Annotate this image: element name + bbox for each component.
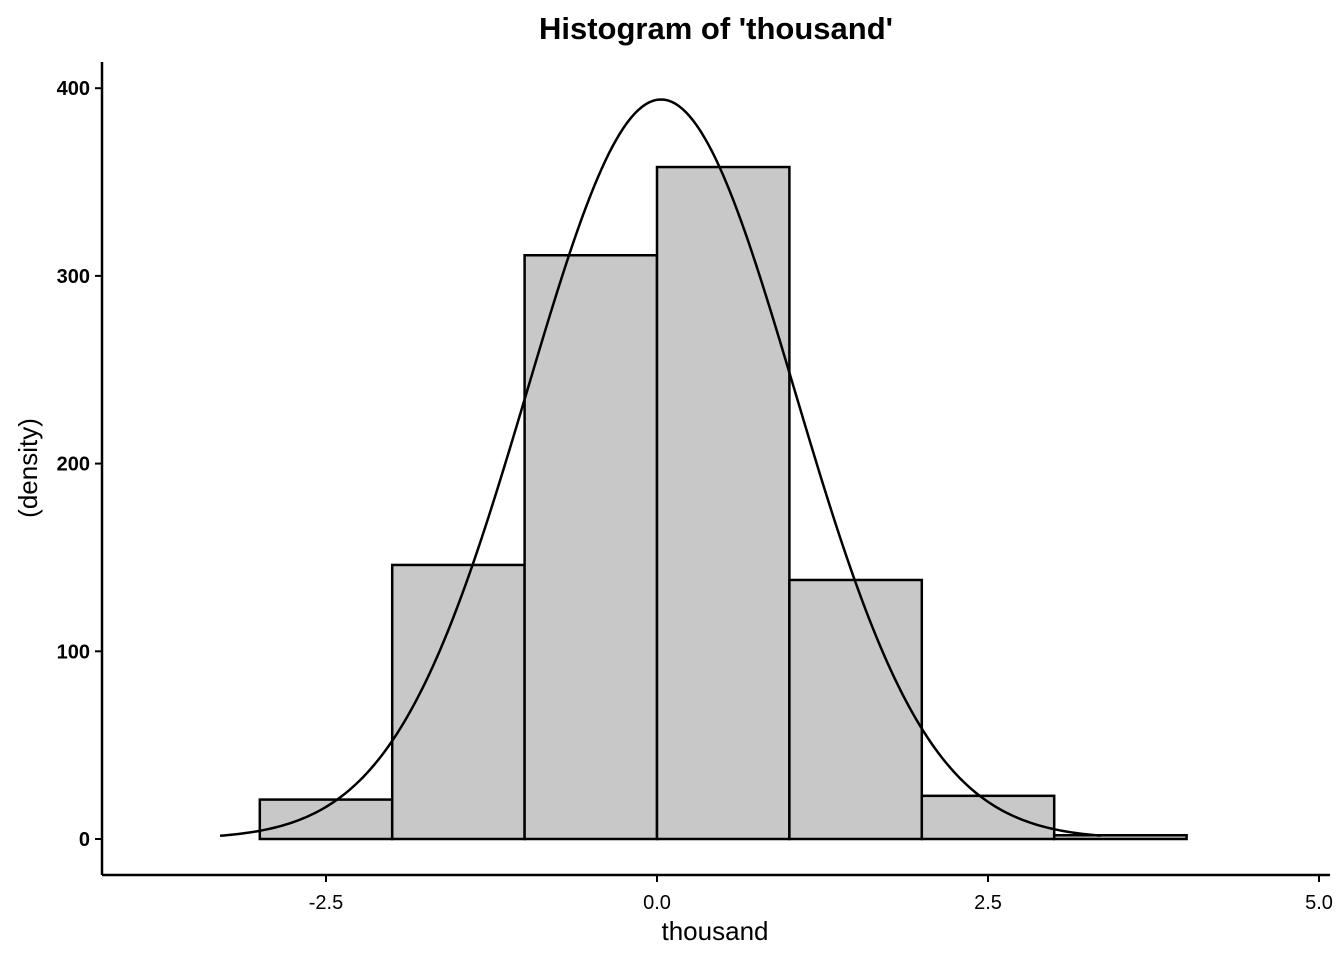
y-ticks-group: 0 100 200 300 400 <box>57 78 102 851</box>
x-axis-title: thousand <box>662 916 769 946</box>
density-curve <box>219 98 1101 838</box>
y-tick-label-2: 200 <box>57 454 90 476</box>
histogram-bar-2 <box>523 254 659 841</box>
x-tick-label-3: 5.0 <box>1305 892 1333 914</box>
x-ticks-group: -2.5 0.0 2.5 5.0 <box>309 875 1333 914</box>
y-tick-label-3: 300 <box>57 266 90 288</box>
histogram-bar-4 <box>788 578 924 841</box>
x-tick-label-0: -2.5 <box>309 892 343 914</box>
histogram-bar-6 <box>1052 833 1188 841</box>
chart-title: Histogram of 'thousand' <box>539 11 893 46</box>
y-tick-label-4: 400 <box>57 78 90 100</box>
x-tick-label-1: 0.0 <box>643 892 671 914</box>
histogram-bar-3 <box>655 165 791 841</box>
y-tick-label-0: 0 <box>79 829 90 851</box>
bars-group <box>258 165 1188 841</box>
y-tick-label-1: 100 <box>57 641 90 663</box>
x-tick-label-2: 2.5 <box>974 892 1002 914</box>
y-axis-title: (density) <box>13 418 43 518</box>
